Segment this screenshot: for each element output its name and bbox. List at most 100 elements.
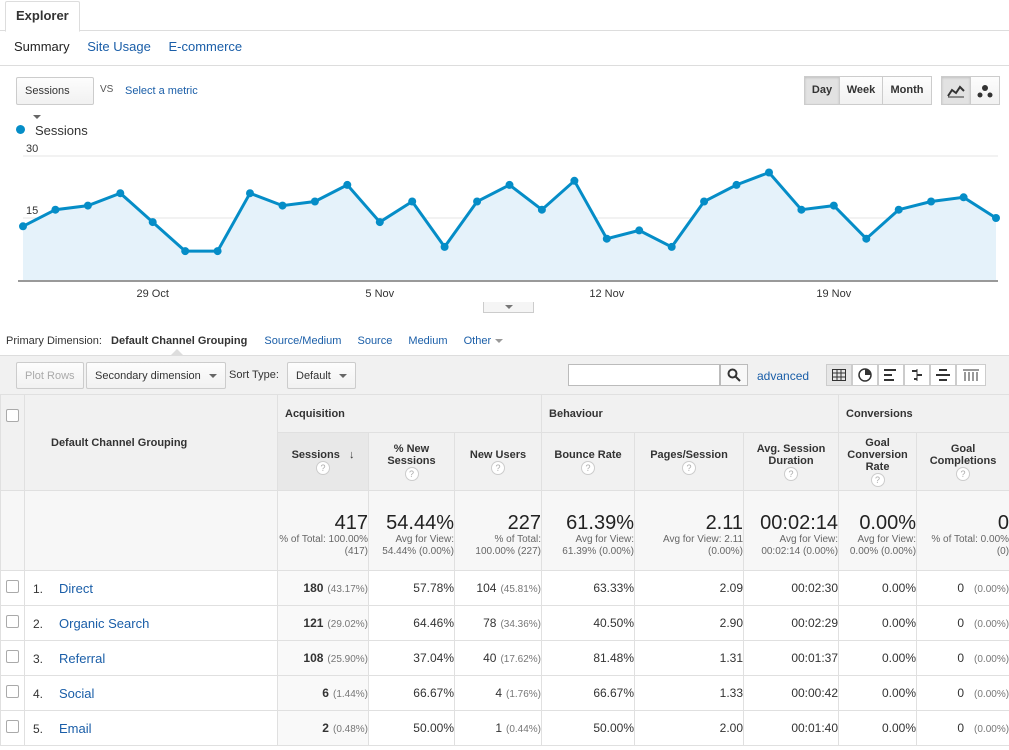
subnav-summary[interactable]: Summary: [14, 39, 70, 54]
cell-value: 0.00%: [882, 616, 917, 630]
dimension-other[interactable]: Other: [464, 335, 504, 347]
view-term-cloud-button[interactable]: [930, 364, 956, 386]
col-goal-completions[interactable]: Goal Completions?: [916, 432, 1009, 491]
cell-sessions: 121 (29.02%): [277, 605, 369, 641]
subnav-ecommerce[interactable]: E-commerce: [168, 39, 243, 54]
view-performance-button[interactable]: [878, 364, 904, 386]
help-icon[interactable]: ?: [784, 466, 799, 481]
total-sub: Avg for View: 2.11 (0.00%): [662, 533, 744, 557]
cell-pct: (29.02%): [327, 619, 368, 630]
row-checkbox-cell: [0, 605, 25, 641]
help-icon[interactable]: ?: [404, 466, 419, 481]
row-checkbox[interactable]: [6, 650, 19, 663]
plot-rows-button[interactable]: Plot Rows: [16, 362, 84, 389]
secondary-dimension-dropdown[interactable]: Secondary dimension: [86, 362, 226, 389]
col-avg-duration[interactable]: Avg. Session Duration?: [743, 432, 840, 491]
table-search-input[interactable]: [568, 364, 720, 386]
legend-swatch: [16, 124, 28, 136]
row-channel-link[interactable]: Social: [59, 685, 95, 701]
cell-value: 0: [957, 721, 965, 735]
total-value: 00:02:14: [760, 511, 839, 534]
total-sessions: 417% of Total: 100.00% (417): [277, 490, 369, 571]
row-checkbox[interactable]: [6, 685, 19, 698]
period-week-button[interactable]: Week: [839, 76, 883, 105]
help-icon[interactable]: ?: [316, 460, 330, 475]
col-new-sessions[interactable]: % New Sessions?: [368, 432, 455, 491]
cell-pct: (0.00%): [974, 724, 1009, 735]
cell-value: 2.00: [719, 721, 744, 735]
view-data-table-button[interactable]: [826, 364, 852, 386]
col-new-sessions-label: % New Sessions: [387, 442, 436, 467]
table-row: 2. Organic Search 121 (29.02%) 64.46% 78 (34.3…: [0, 605, 1009, 641]
view-pie-button[interactable]: [852, 364, 878, 386]
help-icon[interactable]: ?: [581, 460, 596, 475]
period-day-button[interactable]: Day: [804, 76, 840, 105]
cell-value: 50.00%: [593, 721, 635, 735]
cell-avg-duration: 00:00:42: [743, 675, 840, 711]
col-pages-session[interactable]: Pages/Session?: [634, 432, 745, 491]
help-icon[interactable]: ?: [491, 460, 505, 475]
row-channel-link[interactable]: Organic Search: [59, 615, 150, 631]
row-channel-link[interactable]: Referral: [59, 650, 106, 666]
row-checkbox[interactable]: [6, 720, 19, 733]
dimension-header[interactable]: Default Channel Grouping: [24, 394, 278, 491]
cell-goal-conv-rate: 0.00%: [838, 640, 918, 676]
data-point: [375, 218, 384, 227]
cell-pct: (1.44%): [332, 689, 368, 700]
cell-avg-duration: 00:01:40: [743, 710, 840, 746]
view-pivot-button[interactable]: [956, 364, 986, 386]
cell-avg-duration: 00:01:37: [743, 640, 840, 676]
cell-goal-conv-rate: 0.00%: [838, 605, 918, 641]
table-row: 3. Referral 108 (25.90%) 37.04% 40 (17.62%) 81.…: [0, 640, 1009, 676]
sessions-chart: 30 15 29 Oct 5 Nov 12 Nov 19 Nov: [18, 143, 1000, 300]
col-goal-conv-rate[interactable]: Goal Conversion Rate?: [838, 432, 918, 491]
subnav-site-usage[interactable]: Site Usage: [87, 39, 151, 54]
cell-goal-completions: 0 (0.00%): [916, 640, 1009, 676]
total-value: 417: [334, 511, 368, 534]
row-channel-link[interactable]: Direct: [59, 580, 93, 596]
cell-pct: (0.00%): [974, 619, 1009, 630]
row-checkbox-cell: [0, 675, 25, 711]
help-icon[interactable]: ?: [956, 466, 971, 481]
select-metric-link[interactable]: Select a metric: [125, 85, 198, 97]
cell-value: 00:02:29: [791, 616, 839, 630]
row-checkbox[interactable]: [6, 615, 19, 628]
metric-dropdown[interactable]: Sessions: [16, 77, 94, 120]
tab-explorer[interactable]: Explorer: [5, 1, 80, 32]
cell-value: 00:01:37: [791, 651, 839, 665]
chevron-down-icon: [33, 115, 41, 120]
advanced-filter-link[interactable]: advanced: [757, 369, 810, 383]
x-tick-label: 29 Oct: [136, 288, 168, 300]
help-icon[interactable]: ?: [870, 472, 885, 487]
cell-goal-completions: 0 (0.00%): [916, 570, 1009, 606]
motion-chart-button[interactable]: [970, 76, 1000, 105]
row-checkbox[interactable]: [6, 580, 19, 593]
dimension-source[interactable]: Source: [357, 335, 393, 347]
col-bounce-rate[interactable]: Bounce Rate?: [541, 432, 636, 491]
chart-collapse-handle[interactable]: [483, 302, 534, 313]
sort-type-dropdown[interactable]: Default: [287, 362, 356, 389]
data-point: [116, 189, 125, 198]
cell-pages-session: 2.09: [634, 570, 745, 606]
primary-dimension-label: Primary Dimension:: [6, 335, 102, 347]
cell-value: 1.31: [719, 651, 744, 665]
line-chart-button[interactable]: [941, 76, 971, 105]
total-value: 0: [997, 511, 1009, 534]
dimension-source-medium[interactable]: Source/Medium: [264, 335, 342, 347]
period-month-button[interactable]: Month: [882, 76, 932, 105]
cell-pages-session: 2.90: [634, 605, 745, 641]
cell-sessions: 108 (25.90%): [277, 640, 369, 676]
dimension-medium[interactable]: Medium: [408, 335, 448, 347]
total-avg-duration: 00:02:14 Avg for View: 00:02:14 (0.00%): [743, 490, 840, 571]
select-all-checkbox[interactable]: [6, 409, 19, 422]
totals-empty-cell: [24, 490, 278, 571]
search-button[interactable]: [720, 364, 748, 386]
total-value: 227: [507, 511, 542, 534]
row-channel-link[interactable]: Email: [59, 720, 92, 736]
col-new-users[interactable]: New Users?: [453, 432, 543, 491]
chevron-down-icon: [338, 374, 347, 379]
help-icon[interactable]: ?: [682, 460, 697, 475]
view-comparison-button[interactable]: [904, 364, 930, 386]
data-point: [927, 197, 936, 206]
col-sessions[interactable]: Sessions ↓?: [277, 432, 369, 491]
